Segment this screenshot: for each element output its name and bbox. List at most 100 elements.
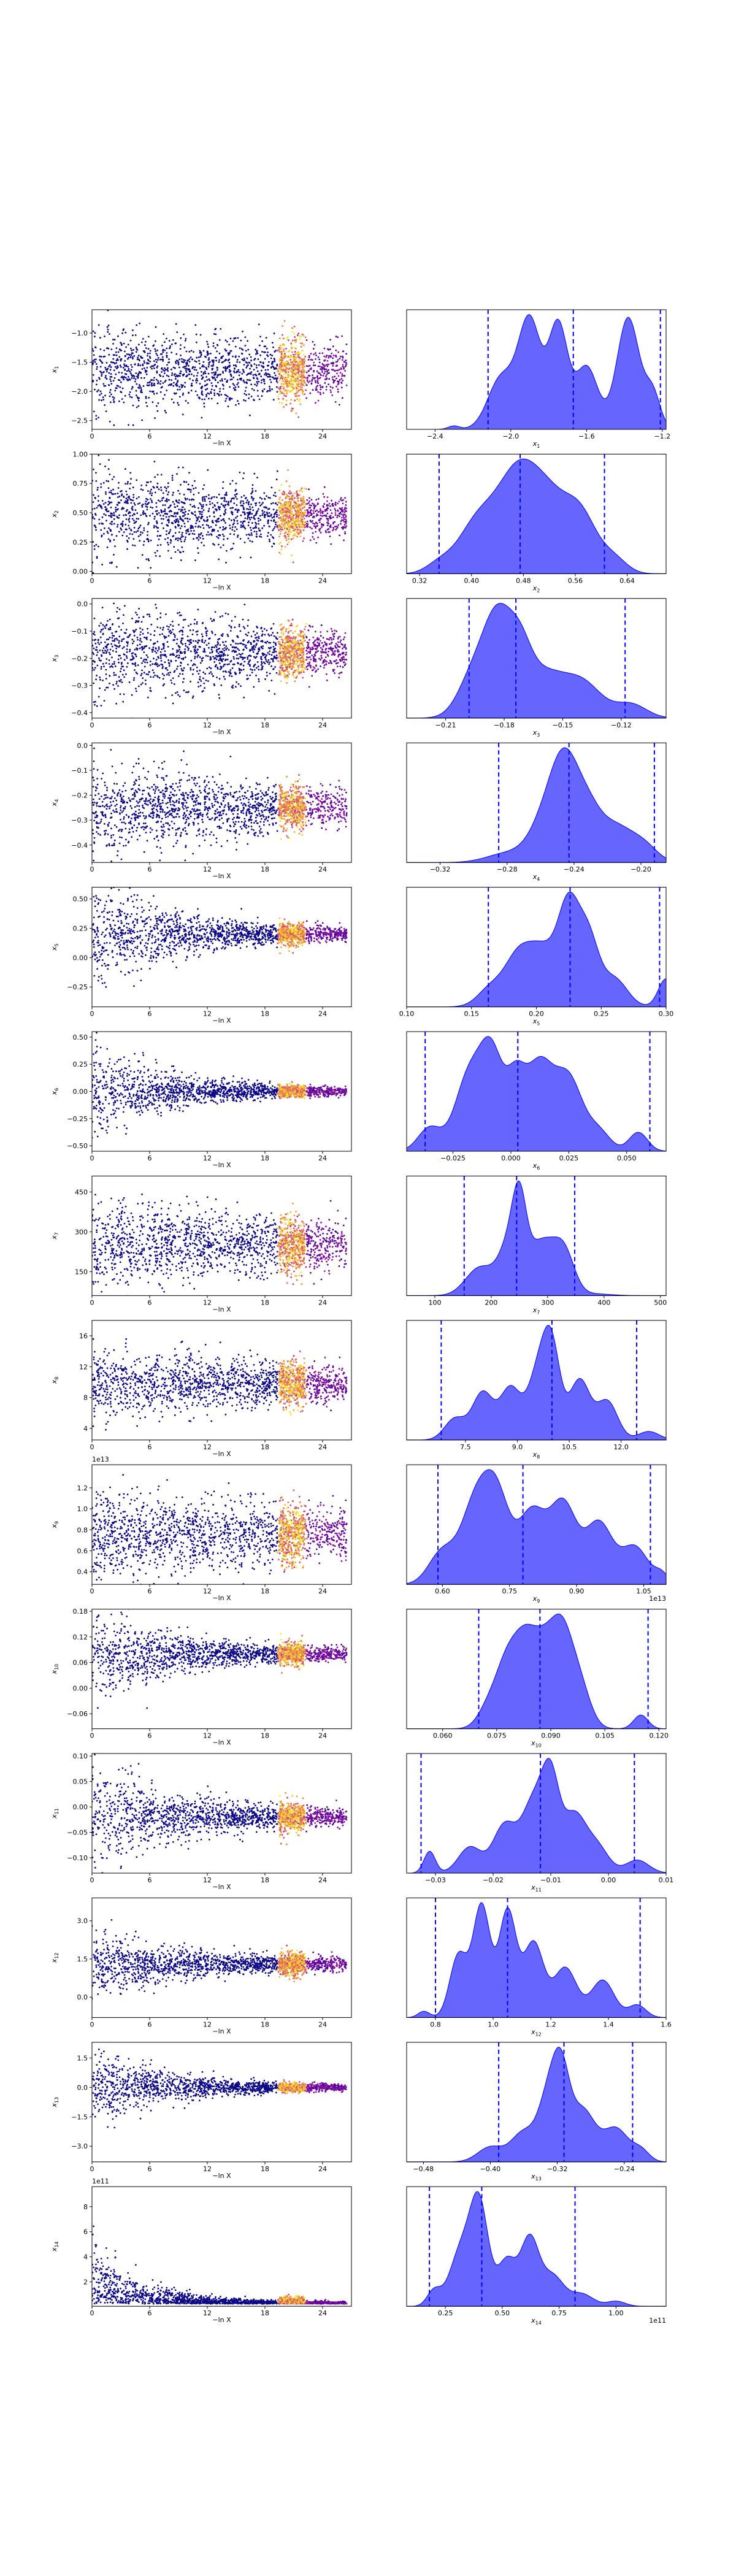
- trace-point: [326, 679, 328, 681]
- trace-point: [313, 343, 316, 346]
- trace-point: [224, 370, 227, 372]
- trace-point: [178, 531, 180, 533]
- trace-point: [213, 389, 215, 391]
- trace-point: [341, 510, 343, 512]
- trace-point: [222, 370, 224, 373]
- trace-point: [94, 525, 96, 527]
- trace-point: [301, 389, 304, 391]
- trace-point: [229, 351, 231, 354]
- trace-point: [309, 497, 310, 499]
- trace-point: [237, 648, 239, 650]
- trace-point: [316, 380, 319, 381]
- trace-point: [253, 656, 255, 658]
- trace-point: [228, 343, 230, 346]
- trace-point: [309, 504, 311, 507]
- trace-point: [99, 650, 101, 651]
- trace-point: [284, 382, 286, 385]
- trace-point: [111, 361, 113, 364]
- trace-point: [120, 679, 122, 681]
- trace-point: [297, 504, 300, 507]
- trace-point: [97, 505, 99, 507]
- trace-point: [237, 378, 239, 381]
- trace-point: [308, 664, 310, 666]
- trace-point: [135, 347, 137, 348]
- trace-point: [207, 469, 209, 471]
- trace-point: [181, 532, 183, 534]
- trace-point: [153, 643, 155, 645]
- trace-point: [177, 402, 179, 404]
- trace-point: [92, 651, 94, 654]
- trace-point: [175, 642, 178, 645]
- trace-point: [164, 697, 167, 699]
- trace-point: [95, 529, 98, 531]
- trace-point: [181, 361, 183, 362]
- trace-point: [258, 323, 260, 326]
- trace-point: [171, 620, 174, 623]
- trace-point: [95, 363, 98, 365]
- trace-point: [341, 373, 343, 375]
- trace-point: [145, 397, 147, 399]
- trace-point: [162, 360, 164, 362]
- row-x_1-trace-panel: 0 6 12 18 24−2.5−2.0−1.5−1.0−ln Xx1: [50, 309, 352, 447]
- trace-point: [313, 523, 316, 525]
- trace-point: [212, 528, 214, 531]
- trace-point: [164, 410, 166, 412]
- trace-point: [285, 480, 288, 483]
- trace-point: [326, 508, 328, 510]
- trace-point: [98, 454, 100, 456]
- trace-point: [296, 356, 298, 358]
- trace-point: [293, 676, 295, 678]
- trace-point: [163, 527, 164, 529]
- trace-point: [117, 487, 120, 489]
- trace-point: [187, 664, 189, 665]
- trace-point: [134, 363, 136, 366]
- trace-point: [320, 635, 322, 637]
- trace-point: [172, 677, 174, 680]
- trace-point: [301, 523, 304, 526]
- trace-point: [177, 612, 178, 615]
- trace-point: [142, 632, 144, 635]
- trace-point: [167, 646, 169, 648]
- trace-point: [291, 407, 293, 410]
- trace-point: [97, 486, 99, 489]
- trace-point: [122, 329, 125, 331]
- trace-point: [186, 635, 189, 637]
- trace-point: [136, 613, 138, 616]
- trace-point: [131, 508, 134, 510]
- trace-point: [126, 378, 128, 380]
- trace-point: [332, 379, 335, 381]
- trace-point: [190, 642, 193, 644]
- trace-point: [320, 532, 322, 534]
- trace-point: [109, 333, 110, 335]
- trace-point: [204, 500, 206, 502]
- trace-point: [328, 355, 330, 357]
- trace-point: [277, 657, 279, 659]
- trace-point: [151, 367, 153, 370]
- trace-point: [149, 350, 151, 352]
- trace-point: [321, 362, 324, 365]
- trace-point: [325, 388, 328, 391]
- trace-point: [298, 352, 301, 355]
- trace-point: [236, 519, 239, 522]
- trace-point: [159, 380, 162, 382]
- trace-point: [211, 632, 213, 634]
- trace-point: [283, 364, 286, 367]
- trace-ytick-label: −1.0: [71, 329, 88, 337]
- trace-point: [256, 535, 258, 538]
- trace-point: [303, 537, 305, 540]
- trace-point: [102, 628, 104, 630]
- trace-point: [224, 367, 227, 369]
- trace-point: [187, 513, 190, 515]
- trace-point: [207, 346, 210, 348]
- trace-point: [171, 515, 174, 517]
- trace-point: [112, 663, 113, 665]
- trace-point: [285, 518, 288, 520]
- trace-point: [274, 372, 275, 374]
- trace-point: [134, 653, 137, 656]
- trace-point: [215, 385, 218, 388]
- trace-point: [307, 376, 309, 378]
- trace-point: [185, 645, 187, 647]
- trace-point: [295, 522, 297, 524]
- trace-point: [180, 525, 183, 527]
- trace-point: [244, 646, 247, 648]
